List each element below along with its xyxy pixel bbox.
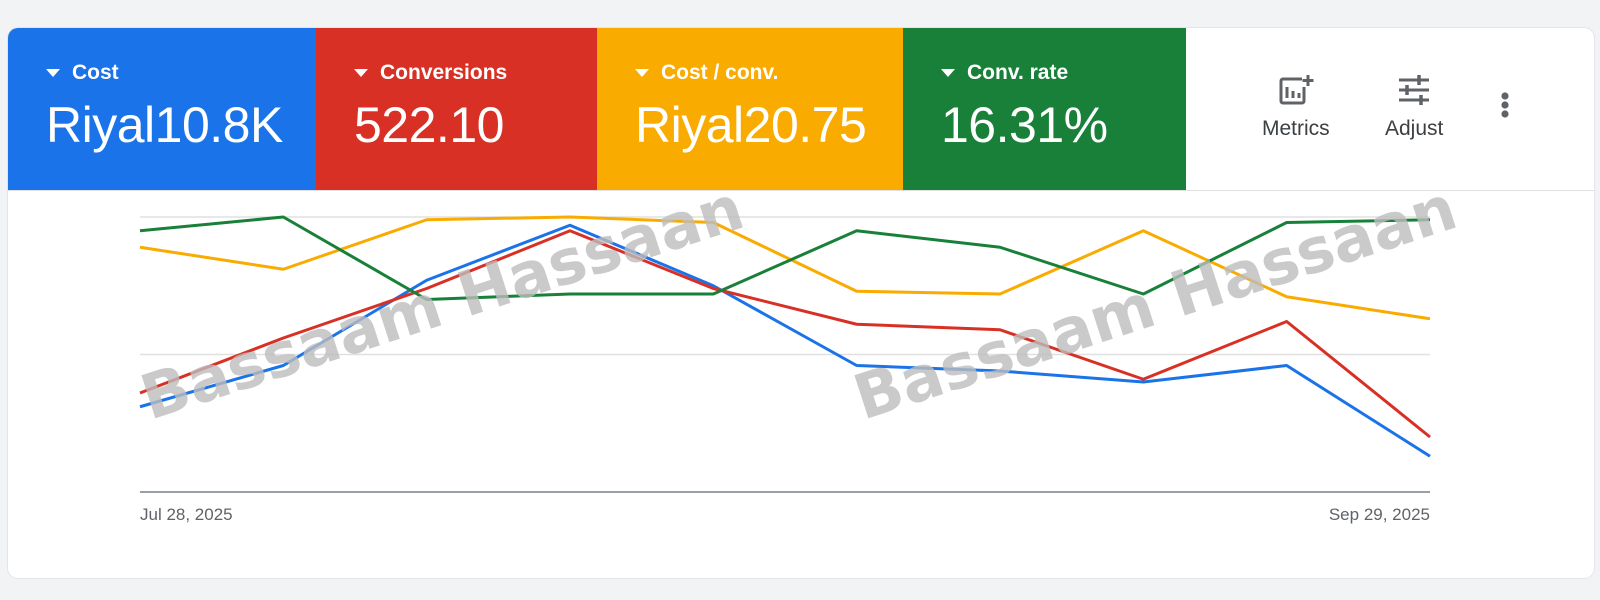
x-tick-label: Jul 28, 2025 <box>140 505 233 524</box>
watermark: Bassaam Hassaan Bassaam Hassaan <box>132 171 1465 435</box>
more-vert-icon <box>1501 92 1509 118</box>
metrics-icon <box>1278 73 1314 117</box>
caret-down-icon <box>635 69 649 77</box>
caret-down-icon <box>941 69 955 77</box>
adjust-button[interactable]: Adjust <box>1385 73 1443 141</box>
performance-line-chart: Jul 28, 2025 Sep 29, 2025 Bassaam Hassaan… <box>132 171 1465 524</box>
caret-down-icon <box>46 69 60 77</box>
tune-icon <box>1396 73 1432 117</box>
metrics-button[interactable]: Metrics <box>1262 73 1330 141</box>
scorecard-label: Cost <box>72 61 119 84</box>
scorecard-conversions[interactable]: Conversions 522.10 <box>316 28 597 190</box>
more-options-button[interactable] <box>1493 86 1517 134</box>
adjust-label: Adjust <box>1385 117 1444 140</box>
scorecard-label: Conversions <box>380 61 508 84</box>
series-line-cost <box>139 223 1431 458</box>
watermark-text: Bassaam Hassaan <box>132 171 752 435</box>
performance-card: Cost Riyal10.8K Conversions 522.10 Cost … <box>8 28 1594 578</box>
scorecard-label: Conv. rate <box>967 61 1069 84</box>
series-line-cost-conv <box>139 215 1431 321</box>
scorecard-value: 522.10 <box>354 97 504 153</box>
scorecard-value: Riyal10.8K <box>46 97 283 153</box>
watermark-text: Bassaam Hassaan <box>845 171 1465 435</box>
x-tick-label: Sep 29, 2025 <box>1329 505 1430 524</box>
series-line-conversions <box>139 229 1431 439</box>
metric-scorecards: Cost Riyal10.8K Conversions 522.10 Cost … <box>8 28 1186 190</box>
scorecard-conv-rate[interactable]: Conv. rate 16.31% <box>903 28 1186 190</box>
caret-down-icon <box>354 69 368 77</box>
scorecard-cost[interactable]: Cost Riyal10.8K <box>8 28 316 190</box>
scorecard-cost-per-conv[interactable]: Cost / conv. Riyal20.75 <box>597 28 903 190</box>
series-line-conv-rate <box>139 215 1431 301</box>
scorecard-value: Riyal20.75 <box>635 97 867 153</box>
header-divider <box>8 190 1594 191</box>
metrics-label: Metrics <box>1262 117 1330 140</box>
scorecard-value: 16.31% <box>941 97 1108 153</box>
scorecard-label: Cost / conv. <box>661 61 779 84</box>
